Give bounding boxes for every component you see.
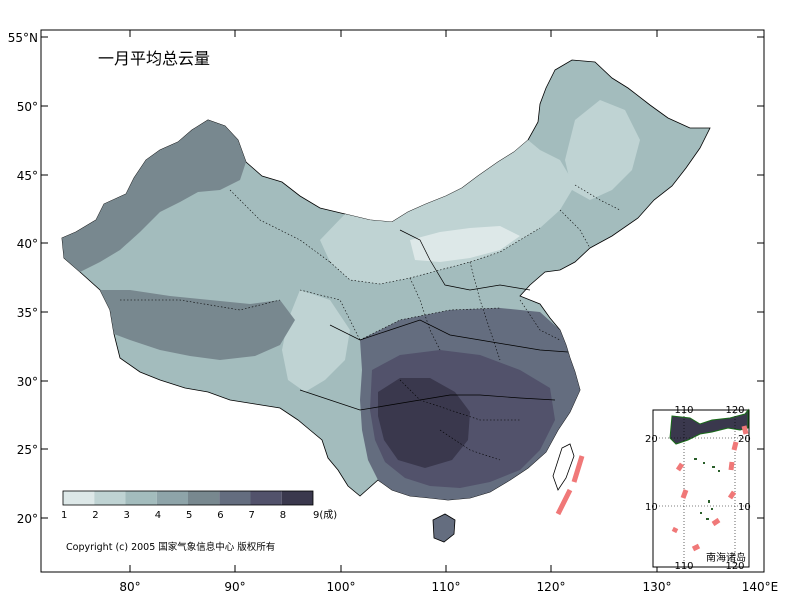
region-level-2-north (320, 140, 575, 284)
inset-nine-dash-line (671, 425, 749, 552)
legend-label: 4 (155, 510, 161, 521)
rivers (299, 229, 569, 411)
y-tick-label: 35° (17, 306, 38, 320)
x-tick-label: 140°E (742, 580, 779, 594)
x-tick-label: 130° (643, 580, 672, 594)
legend-swatch (63, 491, 95, 505)
inset-bottom-tick: 120 (725, 561, 744, 572)
legend-labels: 1 2 3 4 5 6 7 8 9(成) (61, 509, 337, 521)
x-tick-label: 120° (537, 580, 566, 594)
y-tick-label: 45° (17, 169, 38, 183)
region-level-5-tibet (100, 290, 295, 360)
china-landmass (61, 59, 711, 543)
x-tick-label: 100° (327, 580, 356, 594)
legend-swatch (188, 491, 220, 505)
legend-swatches (63, 491, 313, 505)
inset-right-tick: 20 (738, 434, 751, 445)
legend-swatch (125, 491, 157, 505)
maritime-boundary (555, 455, 585, 516)
y-tick-label: 50° (17, 100, 38, 114)
region-level-5-northwest (62, 120, 246, 272)
taiwan-island (552, 443, 575, 491)
legend-label: 1 (61, 510, 67, 521)
legend-label: 9(成) (313, 509, 337, 521)
inset-bottom-tick: 110 (674, 561, 693, 572)
x-tick-label: 110° (432, 580, 461, 594)
map-title: 一月平均总云量 (98, 49, 210, 68)
legend: 1 2 3 4 5 6 7 8 9(成) (61, 490, 337, 521)
x-tick-label: 80° (119, 580, 140, 594)
region-level-2-tibet-light (282, 290, 350, 392)
y-tick-label: 55°N (8, 31, 38, 45)
legend-swatch (156, 491, 188, 505)
inset-right-tick: 10 (738, 502, 751, 513)
region-level-2-northeast (565, 100, 640, 200)
legend-swatch (281, 491, 313, 505)
legend-label: 7 (249, 510, 255, 521)
province-borders (120, 184, 621, 461)
region-level-8-sichuan-guizhou (378, 378, 470, 468)
inset-top-tick: 120 (725, 405, 744, 416)
legend-label: 3 (124, 510, 130, 521)
legend-frame (62, 490, 314, 506)
inset-title: 南海诸岛 (706, 551, 746, 564)
region-level-1-north-light (410, 226, 520, 262)
y-tick-label: 20° (17, 512, 38, 526)
inset-grid (653, 410, 749, 567)
hainan-island (432, 513, 456, 543)
legend-label: 6 (217, 510, 223, 521)
legend-label: 5 (186, 510, 192, 521)
legend-label: 8 (280, 510, 286, 521)
y-axis: 55°N 50° 45° 40° 35° 30° 25° 20° (8, 31, 764, 526)
copyright-text: Copyright (c) 2005 国家气象信息中心 版权所有 (66, 541, 275, 553)
inset-islands (694, 458, 720, 520)
inset-left-tick: 20 (645, 434, 658, 445)
legend-swatch (219, 491, 251, 505)
inset-left-tick: 10 (645, 502, 658, 513)
x-axis: 80° 90° 100° 110° 120° 130° 140°E (119, 30, 778, 594)
legend-swatch (250, 491, 282, 505)
south-china-sea-inset: 110 120 110 120 20 10 20 10 南海诸岛 (645, 405, 751, 572)
legend-label: 2 (92, 510, 98, 521)
inset-top-tick: 110 (674, 405, 693, 416)
inset-frame (652, 409, 750, 568)
legend-swatch (94, 491, 126, 505)
x-tick-label: 90° (224, 580, 245, 594)
y-tick-label: 30° (17, 375, 38, 389)
y-tick-label: 25° (17, 443, 38, 457)
y-tick-label: 40° (17, 237, 38, 251)
